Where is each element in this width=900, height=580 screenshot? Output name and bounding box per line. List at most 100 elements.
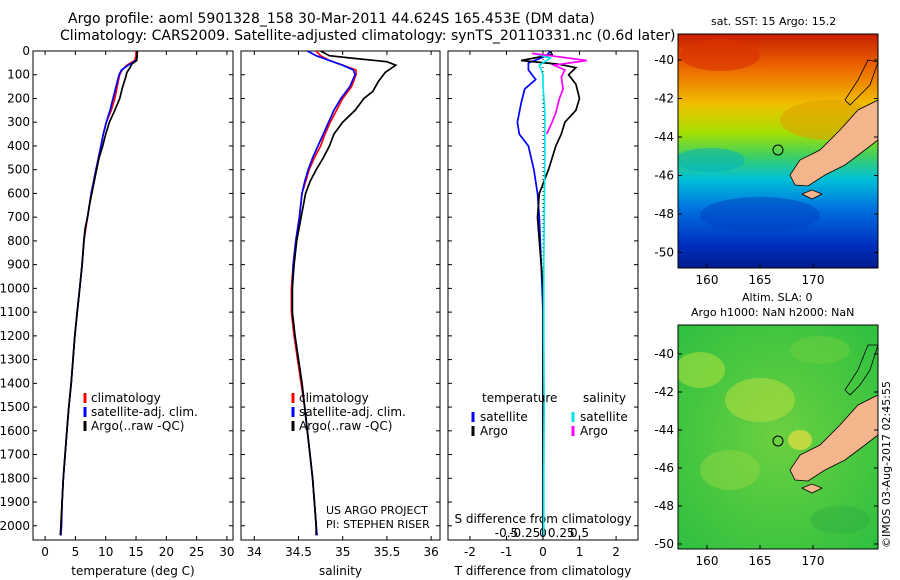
legend-label: satellite-adj. clim. xyxy=(91,405,198,419)
depth-tick-label: 600 xyxy=(7,186,30,200)
x-tick-label: 10 xyxy=(98,545,113,559)
depth-tick-label: 1800 xyxy=(0,471,30,485)
map-lat-label: -44 xyxy=(654,130,674,144)
depth-tick-label: 1100 xyxy=(0,305,30,319)
s-tick-label: 0.25 xyxy=(548,526,575,540)
x-tick-label: 35.5 xyxy=(374,545,401,559)
map-lat-label: -42 xyxy=(654,92,674,106)
x-tick-label: 5 xyxy=(72,545,80,559)
depth-tick-label: 1300 xyxy=(0,353,30,367)
difference-xlabel: T difference from climatology xyxy=(454,564,632,578)
depth-tick-label: 1500 xyxy=(0,400,30,414)
depth-tick-label: 700 xyxy=(7,210,30,224)
x-tick-label: 1 xyxy=(576,545,584,559)
depth-tick-label: 1400 xyxy=(0,376,30,390)
depth-tick-label: 500 xyxy=(7,163,30,177)
temperature-axes-frame xyxy=(32,50,234,541)
depth-tick-label: 900 xyxy=(7,258,30,272)
figure-title-line1: Argo profile: aoml 5901328_158 30-Mar-20… xyxy=(68,11,595,27)
sla-map-title-line1: Altim. SLA: 0 xyxy=(742,291,813,304)
depth-tick-label: 200 xyxy=(7,91,30,105)
map-lat-label: -50 xyxy=(654,246,674,260)
map-lon-label: 170 xyxy=(802,554,825,568)
x-tick-label: 30 xyxy=(219,545,234,559)
depth-tick-label: 2000 xyxy=(0,519,30,533)
x-tick-label: -1 xyxy=(500,545,512,559)
series-line-s-argo xyxy=(531,52,587,135)
x-tick-label: 0 xyxy=(539,545,547,559)
depth-tick-label: 1600 xyxy=(0,424,30,438)
sla-map xyxy=(677,324,879,550)
legend-label: Argo(..raw -QC) xyxy=(91,419,184,433)
map-lat-label: -48 xyxy=(654,207,674,221)
s-tick-label: 0.5 xyxy=(570,526,589,540)
south-island-land xyxy=(789,99,878,187)
map-lon-label: 160 xyxy=(696,554,719,568)
argo-location-marker xyxy=(772,144,784,156)
map-ticks: -40 -42 -44 -46 -48 -50 160 165 170 xyxy=(654,53,878,287)
depth-tick-label: 0 xyxy=(22,44,30,58)
x-tick-label: 34.5 xyxy=(285,545,312,559)
s-tick-label: -0.5 xyxy=(495,526,518,540)
depth-tick-label: 100 xyxy=(7,68,30,82)
depth-tick-label: 1700 xyxy=(0,448,30,462)
map-ticks: -40 -42 -44 -46 -48 -50 160 165 170 xyxy=(654,347,878,568)
map-lat-label: -42 xyxy=(654,385,674,399)
temperature-xlabel: temperature (deg C) xyxy=(71,564,194,578)
legend-label: climatology xyxy=(299,391,369,405)
series-line-argo-raw-qc- xyxy=(291,50,398,536)
figure-title-line2: Climatology: CARS2009. Satellite-adjuste… xyxy=(60,28,676,44)
sst-map xyxy=(677,33,879,269)
project-credit: US ARGO PROJECT xyxy=(326,504,428,517)
x-tick-label: 2 xyxy=(612,545,620,559)
s-tick-label: -0.25 xyxy=(509,526,540,540)
x-tick-label: 0 xyxy=(41,545,49,559)
map-lon-label: 160 xyxy=(696,273,719,287)
sla-map-title-line2: Argo h1000: NaN h2000: NaN xyxy=(691,306,855,319)
legend-label: satellite-adj. clim. xyxy=(299,405,406,419)
legend-label: satellite xyxy=(580,410,628,424)
legend-title-temperature: temperature xyxy=(482,391,557,405)
legend-label: Argo(..raw -QC) xyxy=(299,419,392,433)
map-lon-label: 165 xyxy=(749,554,772,568)
x-tick-label: -2 xyxy=(464,545,476,559)
map-lon-label: 170 xyxy=(802,273,825,287)
map-lat-label: -46 xyxy=(654,169,674,183)
legend-label: satellite xyxy=(480,410,528,424)
depth-tick-label: 1000 xyxy=(0,281,30,295)
salinity-xlabel: salinity xyxy=(319,564,362,578)
depth-tick-label: 300 xyxy=(7,115,30,129)
difference-panel: -2 -1 0 1 2 T difference from climatology -0.5… xyxy=(447,50,639,578)
salinity-panel: 34 34.5 35 35.5 36 salinity climatologysatelli… xyxy=(240,50,441,578)
depth-tick-label: 1200 xyxy=(0,329,30,343)
x-tick-label: 34 xyxy=(247,545,262,559)
x-tick-label: 25 xyxy=(189,545,204,559)
sst-map-title: sat. SST: 15 Argo: 15.2 xyxy=(711,15,837,28)
south-island-land xyxy=(789,394,878,482)
map-lon-label: 165 xyxy=(749,273,772,287)
x-tick-label: 36 xyxy=(424,545,439,559)
map-lat-label: -50 xyxy=(654,537,674,551)
depth-tick-label: 800 xyxy=(7,234,30,248)
temperature-panel: 0100200300400500600700800900100011001200… xyxy=(0,44,235,578)
x-tick-label: 35 xyxy=(335,545,350,559)
map-lat-label: -40 xyxy=(654,53,674,67)
legend-label: Argo xyxy=(580,424,608,438)
legend-label: climatology xyxy=(91,391,161,405)
map-lat-label: -48 xyxy=(654,499,674,513)
imos-timestamp: ©IMOS 03-Aug-2017 02:45:55 xyxy=(880,381,893,548)
map-lat-label: -40 xyxy=(654,347,674,361)
series-line-s-satellite xyxy=(533,52,553,536)
x-tick-label: 15 xyxy=(128,545,143,559)
map-lat-label: -44 xyxy=(654,423,674,437)
x-tick-label: 20 xyxy=(159,545,174,559)
depth-tick-label: 400 xyxy=(7,139,30,153)
pi-credit: PI: STEPHEN RISER xyxy=(326,518,430,531)
legend-label: Argo xyxy=(480,424,508,438)
depth-tick-label: 1900 xyxy=(0,495,30,509)
map-lat-label: -46 xyxy=(654,461,674,475)
argo-location-marker xyxy=(772,435,784,447)
series-line-argo-raw-qc- xyxy=(59,51,139,536)
salinity-axes-frame xyxy=(240,50,441,541)
